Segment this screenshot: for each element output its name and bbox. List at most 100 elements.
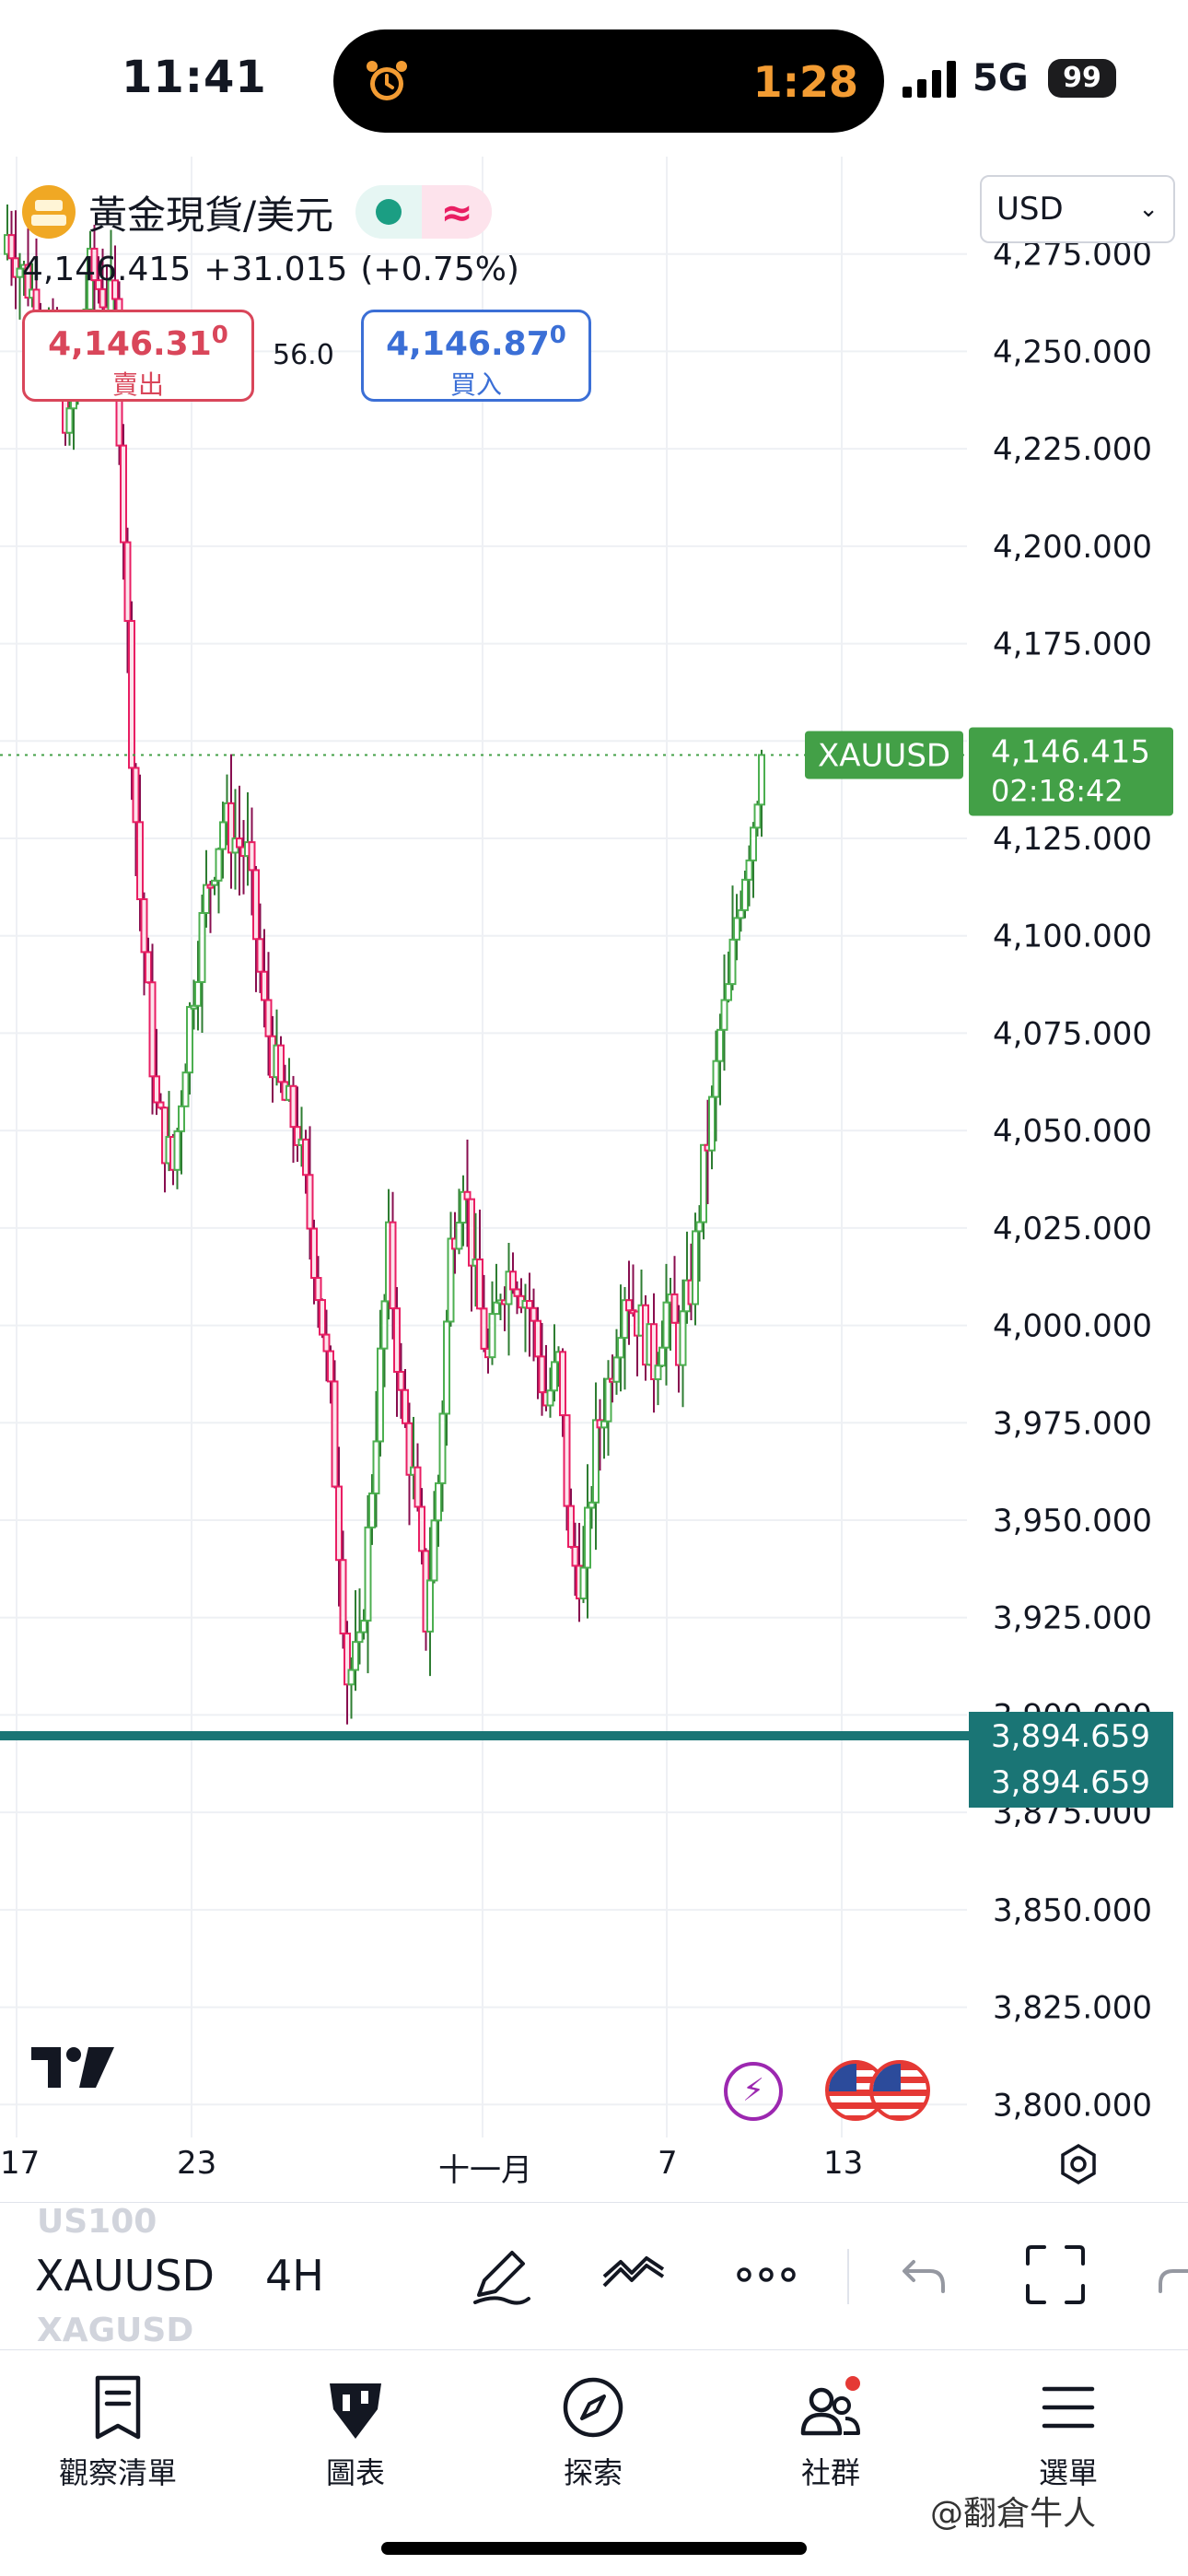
y-tick-label: 4,125.000 — [993, 821, 1152, 858]
candle-body — [430, 1519, 438, 1582]
candle-body — [24, 263, 32, 299]
nav-label: 探索 — [563, 2455, 623, 2490]
undo-icon[interactable] — [886, 2240, 956, 2310]
candle-body — [145, 951, 152, 984]
candle-body — [372, 1440, 380, 1494]
sell-button[interactable]: 4,146.310 賣出 — [22, 310, 254, 402]
candle-body — [264, 999, 273, 1037]
candle-body — [16, 267, 24, 278]
candle-body — [579, 1566, 588, 1599]
status-time: 11:41 — [122, 52, 267, 103]
candle-body — [584, 1506, 591, 1569]
settings-icon[interactable] — [1057, 2143, 1100, 2185]
fullscreen-icon[interactable] — [1020, 2240, 1090, 2310]
candle-body — [289, 1084, 297, 1129]
signal-icon — [903, 61, 956, 98]
candle-body — [90, 247, 99, 282]
price-summary: 4,146.415 +31.015 (+0.75%) — [22, 251, 532, 288]
symbol-badge-bg — [805, 731, 963, 779]
nav-label: 觀察清單 — [58, 2455, 177, 2490]
candle-body — [530, 1306, 538, 1322]
candle-body — [658, 1346, 666, 1367]
candle-body — [215, 848, 223, 882]
candle-body — [455, 1222, 463, 1250]
candle-body — [563, 1414, 571, 1507]
buy-label: 買入 — [449, 369, 502, 400]
candles — [4, 204, 765, 1725]
candle-body — [302, 1138, 309, 1177]
y-tick-label: 3,925.000 — [993, 1600, 1152, 1637]
candle-body — [695, 1221, 704, 1233]
last-price-tag: 4,146.415 — [991, 733, 1150, 770]
candle-body — [181, 1071, 190, 1107]
candle-body — [380, 1300, 389, 1350]
symbol-badge: XAUUSD — [818, 737, 950, 774]
tradingview-logo-icon[interactable] — [31, 2043, 116, 2090]
candle-body — [355, 1631, 364, 1644]
candle-body — [178, 1105, 185, 1132]
candle-body — [219, 821, 227, 850]
candle-body — [559, 1351, 566, 1417]
spread-value: 56.0 — [273, 339, 334, 371]
symbol-header[interactable]: 黃金現貨/美元 ≈ — [22, 184, 493, 240]
candle-body — [700, 1143, 707, 1224]
buy-button[interactable]: 4,146.870 買入 — [361, 310, 591, 402]
y-tick-label: 4,175.000 — [993, 626, 1152, 663]
nav-label: 社群 — [800, 2455, 860, 2490]
nav-chart[interactable]: 圖表 — [263, 2372, 448, 2492]
time-axis[interactable]: 17 23 十一月 7 13 — [0, 2137, 1188, 2193]
nav-menu[interactable]: 選單 — [976, 2372, 1160, 2492]
candle-body — [526, 1300, 533, 1309]
nav-community[interactable]: 社群 — [739, 2372, 923, 2492]
candle-body — [625, 1299, 633, 1312]
symbol-suggestion[interactable]: XAGUSD — [37, 2312, 194, 2349]
us-flag-icon[interactable] — [869, 2060, 930, 2121]
candle-body — [322, 1333, 331, 1352]
candle-body — [252, 869, 260, 941]
timer-text: 1:28 — [752, 57, 858, 107]
candle-body — [99, 287, 107, 309]
last-price: 4,146.415 — [22, 251, 192, 288]
candle-body — [513, 1288, 521, 1297]
nav-explore[interactable]: 探索 — [501, 2372, 685, 2492]
candle-body — [621, 1299, 629, 1340]
alarm-icon — [367, 61, 407, 100]
flash-icon[interactable]: ⚡ — [724, 2062, 783, 2121]
chart-grid — [0, 157, 967, 2137]
pen-icon[interactable] — [466, 2240, 536, 2310]
currency-select[interactable]: USD ⌄ — [980, 175, 1175, 243]
market-status-pill[interactable]: ≈ — [355, 185, 493, 239]
network-label: 5G — [973, 57, 1029, 100]
candle-body — [480, 1307, 488, 1350]
candle-body — [132, 767, 140, 824]
more-icon[interactable] — [731, 2240, 801, 2310]
y-tick-label: 4,050.000 — [993, 1113, 1152, 1150]
nav-watchlist[interactable]: 觀察清單 — [26, 2372, 210, 2492]
candle-body — [389, 1221, 397, 1310]
candlestick-chart[interactable]: 4,275.0004,250.0004,225.0004,200.0004,17… — [0, 157, 1188, 2202]
candle-body — [128, 619, 135, 769]
candle-body — [438, 1412, 447, 1484]
symbol-selector[interactable]: XAUUSD — [35, 2251, 215, 2301]
home-indicator[interactable] — [381, 2542, 807, 2555]
drawing-tools-icon[interactable] — [599, 2240, 669, 2310]
interval-selector[interactable]: 4H — [265, 2251, 324, 2301]
candle-body — [588, 1501, 596, 1509]
symbol-suggestion[interactable]: US100 — [37, 2203, 157, 2241]
candle-body — [7, 234, 16, 260]
menu-icon — [1042, 2386, 1095, 2429]
chart-area[interactable]: 4,275.000 4,250.000 4,225.000 4,200.000 4,17… — [0, 157, 1188, 2202]
candle-body — [335, 1485, 343, 1562]
candle-body — [650, 1323, 658, 1381]
y-tick-label: 4,200.000 — [993, 529, 1152, 566]
candle-body — [256, 938, 264, 973]
candle-body — [488, 1313, 496, 1359]
redo-icon[interactable] — [1153, 2240, 1188, 2310]
candle-body — [612, 1356, 621, 1383]
y-tick-label: 4,225.000 — [993, 431, 1152, 468]
symbol-name[interactable]: 黃金現貨/美元 — [88, 192, 334, 238]
dynamic-island[interactable]: 1:28 — [333, 29, 884, 133]
candle-body — [737, 908, 745, 919]
approx-icon: ≈ — [422, 185, 493, 239]
candle-body — [745, 859, 753, 881]
